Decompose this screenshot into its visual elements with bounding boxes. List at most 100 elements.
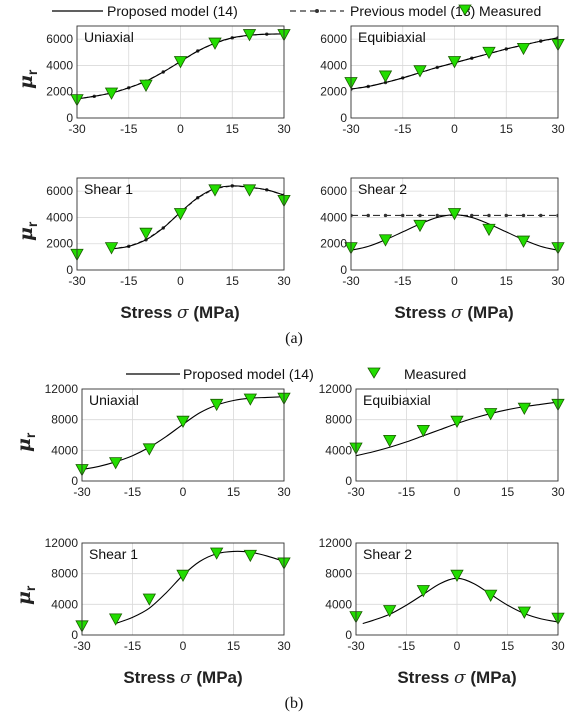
- b-equibiaxial-ytick-label: 0: [345, 474, 352, 488]
- b-shear2-title: Shear 2: [363, 546, 412, 562]
- b-shear2-measured-point: [416, 585, 431, 598]
- b-shear1-measured-point: [243, 549, 258, 563]
- a-shear1-measured-point: [104, 242, 119, 255]
- a-shear2-xtick-label: -30: [342, 274, 360, 288]
- b-shear1-measured-point: [142, 593, 157, 606]
- legend-a-previous-label: Previous model (13): [350, 3, 475, 19]
- a-shear1-proposed-line: [111, 185, 284, 250]
- a-uniaxial-measured-point: [173, 56, 188, 69]
- b-shear1-measured-point: [108, 613, 123, 626]
- panel-b-shear2: -30 -15 0 15 30 0 4000 8000 12000 Shear 2: [319, 536, 565, 653]
- a-uniaxial-ytick-label: 0: [66, 111, 73, 125]
- a-shear1-ytick-label: 0: [66, 263, 73, 277]
- b-uniaxial-measured-point: [176, 415, 190, 429]
- a-shear2-previous-point: [521, 213, 526, 218]
- a-shear2-previous-point: [504, 213, 508, 218]
- a-shear1-xtick-label: 15: [226, 274, 240, 288]
- a-shear2-ytick-label: 4000: [320, 210, 347, 224]
- legend-a: Proposed model (14) Previous model (13) …: [52, 3, 541, 19]
- a-shear1-measured-point: [173, 208, 188, 221]
- a-equibiaxial-xtick-label: 15: [500, 122, 514, 136]
- b-shear1-frame: [81, 542, 285, 636]
- a-uniaxial-ytick-label: 2000: [46, 85, 73, 99]
- a-shear2-xtick-label: -15: [394, 274, 412, 288]
- legend-a-measured-label: Measured: [479, 3, 541, 19]
- a-shear1-xtick-label: -15: [120, 274, 138, 288]
- panel-b-shear1: -30 -15 0 15 30 0 4000 8000 12000 Shear 1: [45, 536, 291, 653]
- xlabel-a-left: Stress σ (MPa): [120, 303, 239, 323]
- ylabel-b-top: μr: [13, 432, 38, 452]
- a-equibiaxial-measured-point: [516, 42, 531, 56]
- a-shear2-previous-point: [401, 213, 405, 218]
- a-equibiaxial-xtick-label: -30: [342, 122, 360, 136]
- b-uniaxial-frame: [81, 388, 285, 482]
- a-equibiaxial-measured-point: [378, 70, 393, 83]
- panel-a-shear1: -30 -15 0 15 30 0 2000 4000 6000 Shear 1: [46, 177, 291, 288]
- a-shear1-xtick-label: -30: [68, 274, 86, 288]
- a-equibiaxial-ytick-label: 6000: [320, 32, 347, 46]
- b-uniaxial-measured-point: [108, 457, 123, 470]
- b-equibiaxial-xtick-label: 0: [454, 485, 461, 499]
- b-equibiaxial-measured-point: [517, 402, 532, 416]
- a-uniaxial-title: Uniaxial: [84, 29, 134, 45]
- a-uniaxial-xtick-label: -30: [68, 122, 86, 136]
- legend-b: Proposed model (14) Measured: [126, 366, 466, 382]
- xlabel-b-right: Stress σ (MPa): [397, 668, 516, 688]
- a-shear1-ytick-label: 4000: [46, 210, 73, 224]
- legend-a-measured-marker: [458, 4, 472, 16]
- a-uniaxial-xtick-label: -15: [120, 122, 138, 136]
- b-uniaxial-xtick-label: 15: [227, 485, 241, 499]
- b-shear2-ytick-label: 12000: [319, 536, 353, 550]
- a-uniaxial-xtick-label: 0: [177, 122, 184, 136]
- b-shear2-xtick-label: 15: [501, 639, 515, 653]
- a-shear2-previous-point: [435, 213, 439, 218]
- a-shear2-measured-point: [447, 208, 462, 221]
- a-equibiaxial-measured-point: [413, 65, 427, 78]
- a-equibiaxial-xtick-label: 0: [451, 122, 458, 136]
- b-shear1-ytick-label: 8000: [51, 567, 78, 581]
- panel-a-equibiaxial: -30 -15 0 15 30 0 2000 4000 6000 Equibiaxial: [320, 25, 565, 136]
- panel-b-equibiaxial: -30 -15 0 15 30 0 4000 8000 12000 Equibiaxial: [319, 382, 565, 499]
- a-shear2-previous-point: [470, 213, 474, 218]
- a-shear1-title: Shear 1: [84, 181, 133, 197]
- a-equibiaxial-frame: [350, 25, 559, 119]
- xlabel-a-right: Stress σ (MPa): [394, 303, 513, 323]
- a-uniaxial-xtick-label: 15: [226, 122, 240, 136]
- b-equibiaxial-ytick-label: 12000: [319, 382, 353, 396]
- a-uniaxial-measured-point: [208, 37, 222, 50]
- a-shear2-xtick-label: 15: [500, 274, 514, 288]
- a-shear2-xtick-label: 30: [551, 274, 565, 288]
- b-shear2-measured-point: [517, 606, 532, 619]
- b-equibiaxial-xtick-label: 15: [501, 485, 515, 499]
- b-uniaxial-measured-point: [243, 393, 258, 406]
- panel-b-uniaxial: -30 -15 0 15 30 0 4000 8000 12000 Uniaxial: [45, 382, 291, 499]
- b-uniaxial-ytick-label: 0: [71, 474, 78, 488]
- a-shear2-previous-point: [366, 213, 370, 218]
- a-uniaxial-measured-point: [139, 79, 153, 92]
- b-uniaxial-xtick-label: 30: [277, 485, 291, 499]
- a-equibiaxial-title: Equibiaxial: [358, 29, 426, 45]
- b-shear1-ytick-label: 0: [71, 628, 78, 642]
- b-shear1-xtick-label: 0: [180, 639, 187, 653]
- a-uniaxial-measured-point: [242, 29, 257, 42]
- b-shear2-frame: [355, 542, 559, 636]
- b-uniaxial-xtick-label: -15: [124, 485, 142, 499]
- legend-b-measured-label: Measured: [404, 366, 466, 382]
- ylabel-b-bottom: μr: [13, 585, 38, 605]
- legend-b-proposed-label: Proposed model (14): [183, 366, 314, 382]
- b-shear1-measured-point: [176, 569, 190, 583]
- b-uniaxial-xtick-label: 0: [180, 485, 187, 499]
- b-equibiaxial-xtick-label: -15: [398, 485, 416, 499]
- a-uniaxial-xtick-label: 30: [277, 122, 291, 136]
- a-shear1-measured-point: [139, 227, 153, 241]
- caption-b: (b): [285, 695, 304, 712]
- ylabel-a-bottom: μr: [15, 221, 40, 241]
- b-shear2-xtick-label: -15: [398, 639, 416, 653]
- a-equibiaxial-measured-point: [447, 56, 462, 69]
- a-equibiaxial-ytick-label: 0: [340, 111, 347, 125]
- a-shear2-previous-point: [383, 213, 388, 218]
- b-equibiaxial-measured-point: [450, 415, 464, 429]
- a-equibiaxial-measured-point: [482, 46, 496, 60]
- a-shear1-frame: [76, 177, 285, 271]
- a-shear2-measured-point: [482, 223, 496, 237]
